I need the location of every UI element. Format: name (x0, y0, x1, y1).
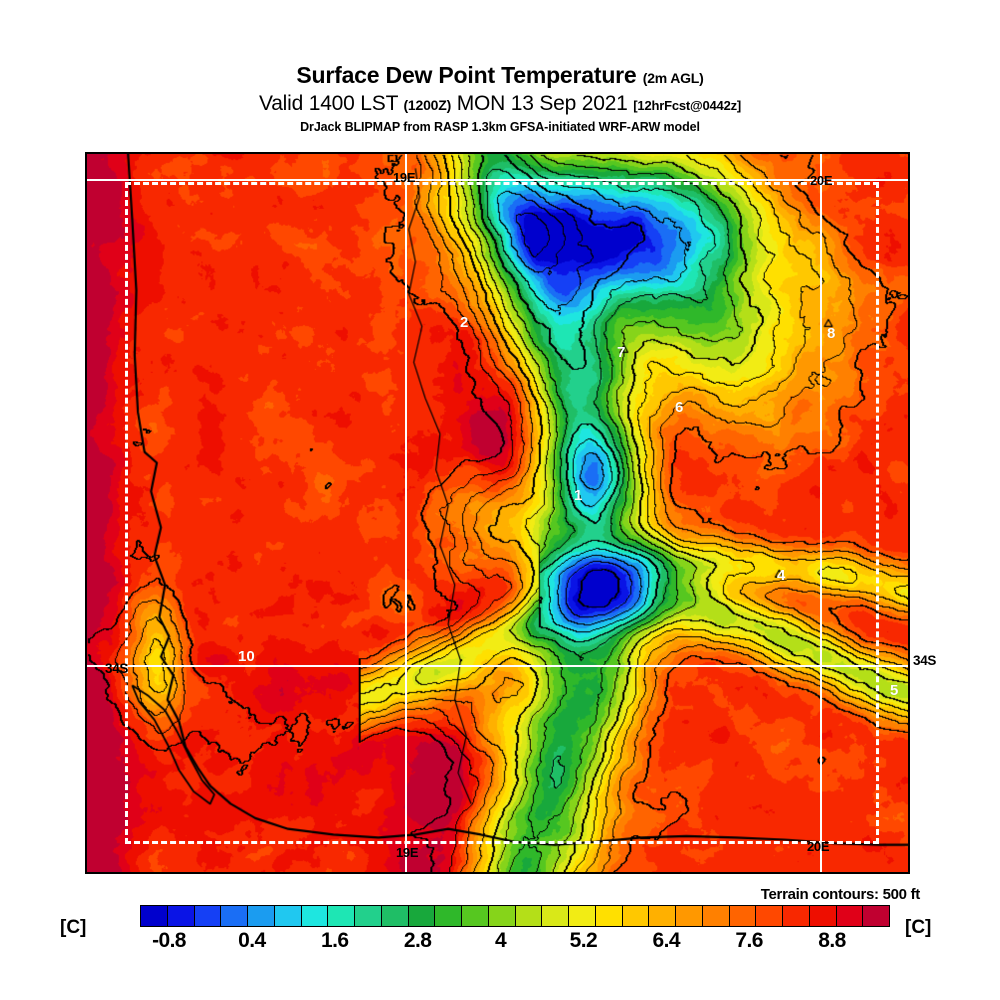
colorbar-swatch-15 (542, 906, 569, 926)
colorbar-swatch-21 (702, 906, 730, 926)
valid-time-line: Valid 1400 LST (1200Z) MON 13 Sep 2021 [… (0, 91, 1000, 118)
lon-label-20e-bottom: 20E (807, 839, 830, 854)
colorbar-tick-4: 4 (494, 929, 507, 952)
colorbar-swatch-22 (729, 906, 757, 926)
colorbar-swatch-18 (622, 906, 650, 926)
colorbar-unit-left: [C] (60, 917, 87, 938)
colorbar-swatch-8 (355, 906, 382, 926)
lat-label-34s-left: 34S (105, 661, 129, 676)
colorbar-swatch-27 (863, 906, 889, 926)
lon-label-20e-top: 20E (810, 173, 833, 188)
lat-label-34s-right: 34S (913, 653, 937, 668)
site-marker-4[interactable]: 4 (777, 567, 786, 584)
colorbar-swatch-5 (274, 906, 302, 926)
colorbar-tick-7: 7.6 (735, 929, 763, 952)
valid-date: MON 13 Sep 2021 (456, 92, 628, 115)
title-level: (2m AGL) (642, 70, 704, 86)
colorbar-swatch-14 (515, 906, 543, 926)
colorbar-swatch-7 (328, 906, 355, 926)
model-source-line: DrJack BLIPMAP from RASP 1.3km GFSA-init… (300, 120, 700, 134)
colorbar-swatch-25 (809, 906, 837, 926)
colorbar-swatch-3 (221, 906, 248, 926)
colorbar-swatch-9 (381, 906, 409, 926)
colorbar-tick-0: -0.8 (152, 929, 186, 952)
terrain-contour-note: Terrain contours: 500 ft (760, 886, 921, 903)
title-block: Surface Dew Point Temperature (2m AGL) V… (0, 62, 1000, 136)
site-marker-1[interactable]: 1 (574, 487, 583, 504)
colorbar-scale[interactable] (140, 905, 890, 927)
colorbar-swatch-23 (756, 906, 783, 926)
map-frame[interactable]: 19E 20E 19E 20E 2 7 8 6 1 4 10 5 (85, 152, 910, 874)
colorbar-swatch-2 (194, 906, 222, 926)
colorbar-swatch-4 (248, 906, 275, 926)
dewpoint-field-canvas (87, 154, 908, 872)
site-marker-8[interactable]: 8 (827, 325, 836, 342)
site-marker-7[interactable]: 7 (617, 344, 626, 361)
colorbar-swatch-6 (301, 906, 329, 926)
page-title: Surface Dew Point Temperature (2m AGL) (0, 62, 1000, 91)
colorbar-swatch-17 (595, 906, 623, 926)
title-main-text: Surface Dew Point Temperature (296, 62, 637, 88)
colorbar-swatch-26 (836, 906, 864, 926)
colorbar-unit-right: [C] (905, 917, 932, 938)
colorbar-swatch-1 (167, 906, 195, 926)
lon-label-19e-bottom: 19E (396, 845, 419, 860)
colorbar-swatch-16 (569, 906, 596, 926)
valid-local-time: Valid 1400 LST (258, 92, 398, 115)
lon-label-19e-top: 19E (393, 170, 416, 185)
colorbar-tick-8: 8.8 (818, 929, 846, 952)
colorbar-swatch-11 (435, 906, 462, 926)
site-marker-10[interactable]: 10 (238, 648, 255, 665)
colorbar-tick-1: 0.4 (238, 929, 266, 952)
colorbar-swatch-0 (141, 906, 168, 926)
colorbar-swatch-20 (676, 906, 703, 926)
colorbar-tick-6: 6.4 (652, 929, 681, 952)
valid-utc-time: (1200Z) (403, 97, 452, 113)
colorbar-tick-labels: -0.8 0.4 1.6 2.8 4 5.2 6.4 7.6 8.8 (0, 929, 1000, 957)
site-marker-2[interactable]: 2 (460, 314, 469, 331)
site-marker-6[interactable]: 6 (675, 399, 684, 416)
colorbar-swatch-19 (649, 906, 676, 926)
site-marker-5[interactable]: 5 (890, 682, 899, 699)
colorbar-row: [C] [C] -0.8 0.4 1.6 2.8 4 5.2 6.4 7.6 8.8 (0, 905, 1000, 965)
colorbar-tick-5: 5.2 (569, 929, 598, 952)
forecast-age: [12hrFcst@0442z] (633, 98, 742, 113)
colorbar-tick-2: 1.6 (321, 929, 349, 952)
colorbar-tick-3: 2.8 (403, 929, 432, 952)
colorbar-swatch-10 (408, 906, 436, 926)
colorbar-swatch-24 (783, 906, 810, 926)
colorbar-swatch-12 (462, 906, 489, 926)
colorbar-swatch-13 (488, 906, 516, 926)
